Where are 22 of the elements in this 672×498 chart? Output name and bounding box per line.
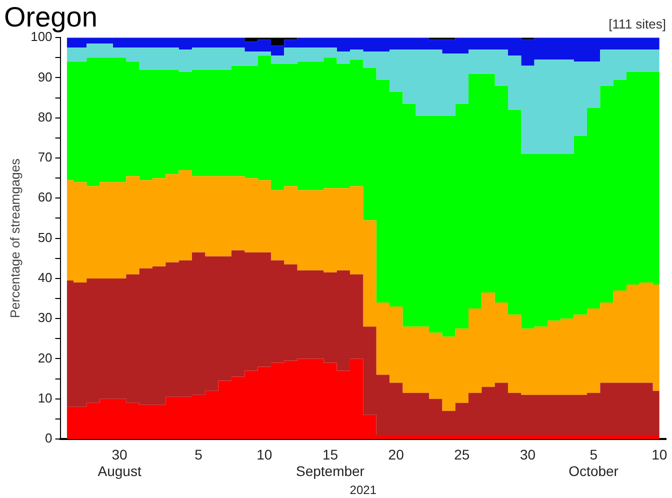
x-axis-title: 2021 (350, 483, 377, 498)
y-tick-label: 50 (38, 230, 52, 245)
y-tick-label: 20 (38, 350, 52, 366)
text: [111 sites] (608, 16, 666, 32)
y-tick-label: 0 (45, 430, 52, 446)
y-tick-label: 60 (38, 190, 52, 205)
x-tick-label: 15 September (296, 446, 365, 480)
y-axis-title: Percentage of streamgages (7, 158, 22, 318)
y-tick-label: 80 (38, 109, 52, 124)
y-tick-label: 40 (38, 270, 52, 286)
y-tick-label: 70 (38, 150, 52, 165)
x-tick-label: 10 (256, 446, 272, 462)
x-tick-label: 30 August (98, 446, 142, 480)
x-tick-label: 30 (520, 446, 536, 462)
y-tick-label: 90 (38, 69, 52, 84)
x-tick-label: 25 (454, 446, 470, 462)
x-tick-label: 5 (194, 446, 203, 462)
y-tick-label: 30 (38, 310, 52, 326)
x-tick-label: 5 October (568, 446, 619, 480)
y-tick-label: 10 (38, 390, 52, 406)
x-tick-label: 20 (388, 446, 404, 462)
x-tick-label: 10 (652, 446, 668, 462)
